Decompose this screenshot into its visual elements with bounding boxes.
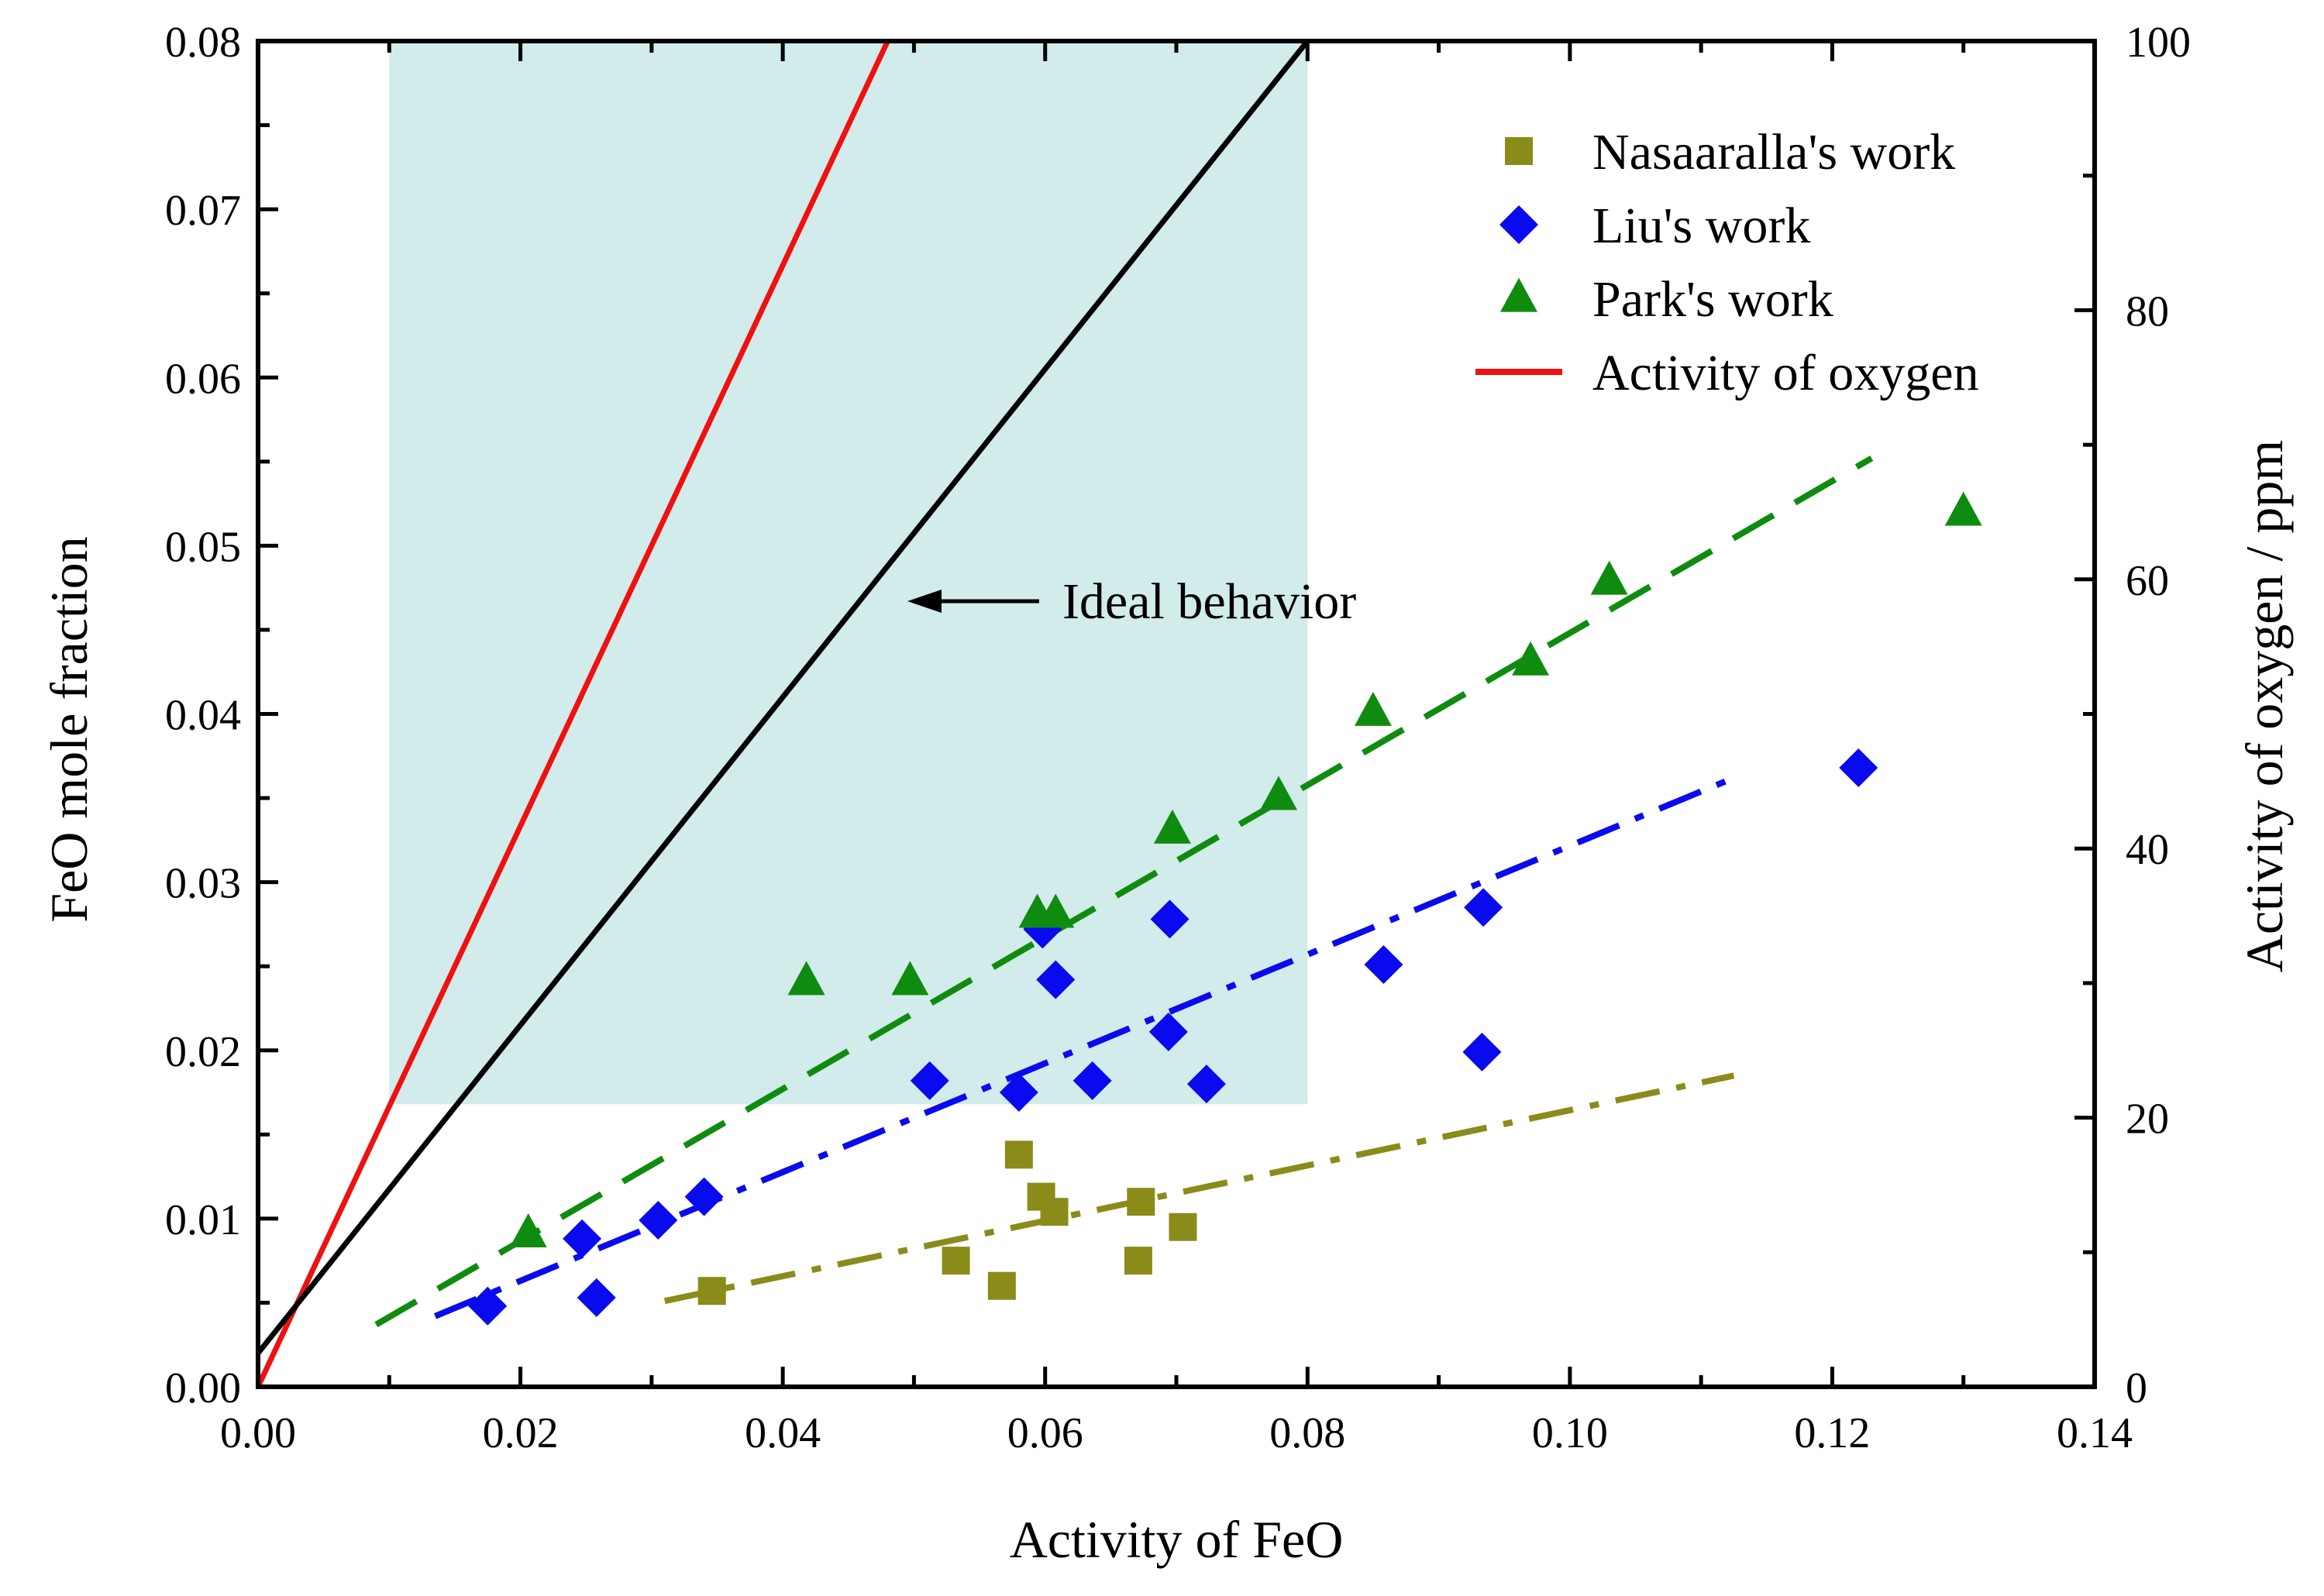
point-nasaaralla-6 <box>1124 1247 1152 1275</box>
line-park-s-work-fit <box>374 456 1874 1328</box>
y2-tick-label: 20 <box>2126 1096 2169 1144</box>
line-ideal-behavior <box>258 41 1310 1355</box>
tick-label-layer: 0.00 0.02 0.04 0.06 0.08 0.10 0.12 0.14 0.00 0.01… <box>165 19 2191 1457</box>
point-nasaaralla-0 <box>697 1277 726 1305</box>
y-tick-label: 0.08 <box>165 19 241 67</box>
x-tick-label: 0.02 <box>483 1409 559 1457</box>
x-tick-label: 0.04 <box>745 1409 821 1457</box>
point-nasaaralla-8 <box>1169 1212 1197 1241</box>
shaded-region <box>389 41 1308 1105</box>
legend-marker-liu <box>1499 205 1538 244</box>
point-nasaaralla-7 <box>1127 1188 1155 1216</box>
y2-axis-title: Activity of oxygen / ppm <box>2235 440 2294 972</box>
legend-marker-park <box>1500 277 1537 312</box>
line-activity-of-oxygen <box>258 41 890 1387</box>
y2-tick-label: 100 <box>2126 19 2191 67</box>
y-tick-label: 0.06 <box>165 355 241 403</box>
shade-layer <box>389 41 1308 1105</box>
y2-tick-label: 40 <box>2126 826 2169 874</box>
legend-label-oxygen: Activity of oxygen <box>1592 345 1979 401</box>
point-layer <box>468 491 1982 1326</box>
point-liu-1 <box>563 1219 602 1258</box>
point-liu-9 <box>1072 1061 1112 1100</box>
legend: Nasaaralla's work Liu's work Park's work… <box>1475 124 1979 401</box>
point-liu-11 <box>1150 899 1190 939</box>
x-tick-label: 0.12 <box>1794 1409 1870 1457</box>
y2-tick-label: 60 <box>2126 557 2169 605</box>
point-liu-14 <box>1462 1032 1502 1071</box>
point-liu-3 <box>639 1201 678 1240</box>
y-tick-label: 0.03 <box>165 860 241 908</box>
point-park-4 <box>1037 893 1075 928</box>
point-nasaaralla-2 <box>987 1271 1016 1300</box>
annotation-text: Ideal behavior <box>1062 573 1356 630</box>
legend-label-nasaaralla: Nasaaralla's work <box>1592 124 1955 181</box>
point-park-7 <box>1354 691 1392 726</box>
point-nasaaralla-1 <box>942 1247 970 1275</box>
point-park-2 <box>891 961 929 996</box>
x-tick-label: 0.10 <box>1532 1409 1608 1457</box>
legend-marker-shape <box>1500 277 1537 312</box>
point-liu-2 <box>577 1278 616 1317</box>
point-liu-4 <box>684 1177 724 1216</box>
y-tick-label: 0.04 <box>165 692 241 740</box>
y2-tick-label: 0 <box>2126 1364 2147 1412</box>
y-tick-label: 0.02 <box>165 1028 241 1076</box>
fit-line-layer <box>258 41 1874 1387</box>
x-tick-label: 0.06 <box>1007 1409 1083 1457</box>
point-park-5 <box>1153 809 1191 844</box>
annotation-arrow-head <box>907 590 942 614</box>
point-liu-13 <box>1364 945 1403 985</box>
point-park-1 <box>787 961 825 996</box>
line-nasaaralla-s-work-fit <box>663 1072 1735 1305</box>
y-tick-label: 0.00 <box>165 1364 241 1412</box>
point-park-9 <box>1590 560 1628 595</box>
legend-marker-shape <box>1499 205 1538 244</box>
point-park-10 <box>1944 491 1982 526</box>
point-nasaaralla-5 <box>1040 1198 1069 1226</box>
point-nasaaralla-3 <box>1004 1140 1033 1169</box>
x-tick-label: 0.08 <box>1269 1409 1345 1457</box>
point-liu-8 <box>1036 960 1076 999</box>
point-liu-10 <box>1148 1012 1188 1051</box>
ideal-behavior-annotation: Ideal behavior <box>907 573 1356 630</box>
y2-tick-label: 80 <box>2126 287 2169 335</box>
point-liu-0 <box>468 1286 508 1326</box>
x-tick-label: 0.14 <box>2057 1409 2133 1457</box>
y-tick-label: 0.01 <box>165 1196 241 1244</box>
point-liu-15 <box>1464 888 1503 927</box>
x-tick-label: 0.00 <box>220 1409 296 1457</box>
legend-marker-nasaaralla <box>1505 137 1533 165</box>
point-liu-5 <box>910 1061 949 1100</box>
point-park-6 <box>1260 776 1298 810</box>
y-tick-label: 0.05 <box>165 523 241 571</box>
point-liu-16 <box>1839 748 1878 787</box>
legend-label-liu: Liu's work <box>1592 198 1810 254</box>
point-liu-12 <box>1186 1065 1226 1104</box>
plot-frame <box>256 39 2097 1389</box>
x-axis-title: Activity of FeO <box>1010 1510 1344 1569</box>
y-tick-label: 0.07 <box>165 187 241 235</box>
y-axis-title: FeO mole fraction <box>40 536 98 923</box>
line-liu-s-work-fit <box>434 775 1735 1319</box>
legend-marker-shape <box>1505 137 1533 165</box>
legend-label-park: Park's work <box>1592 271 1833 328</box>
point-park-0 <box>509 1213 547 1248</box>
point-liu-6 <box>999 1073 1038 1113</box>
point-park-8 <box>1512 641 1550 676</box>
